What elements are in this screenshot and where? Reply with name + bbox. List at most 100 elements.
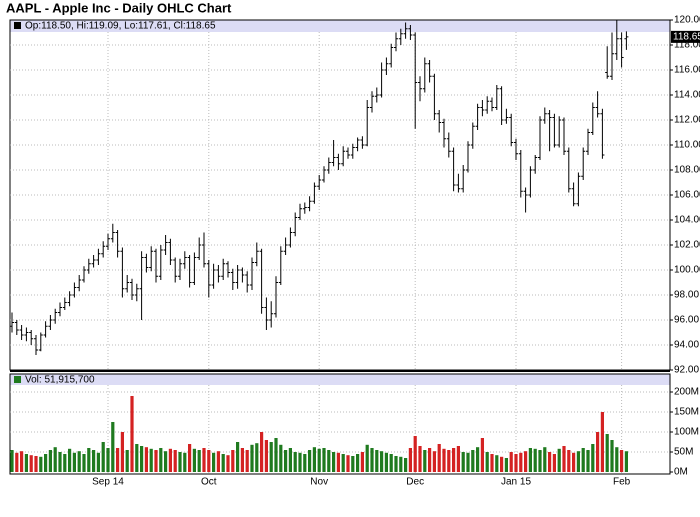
volume-panel-frame — [9, 373, 671, 475]
volume-bar — [490, 454, 494, 472]
volume-bar — [509, 452, 513, 472]
y-tick-label: 98.00 — [674, 290, 699, 301]
volume-bar — [279, 444, 283, 472]
volume-bar — [96, 452, 100, 472]
volume-bar — [466, 452, 470, 472]
volume-bar — [159, 448, 163, 472]
last-price-box — [671, 30, 700, 43]
y-tick-label: 96.00 — [674, 315, 699, 326]
volume-bar — [327, 450, 331, 472]
volume-bar — [365, 444, 369, 472]
volume-bar — [591, 444, 595, 472]
volume-bar — [615, 447, 619, 472]
volume-bar — [408, 448, 412, 472]
volume-bar — [20, 451, 24, 472]
volume-bar — [298, 452, 302, 472]
volume-bar — [384, 452, 388, 472]
volume-bar — [576, 451, 580, 472]
volume-bar — [543, 447, 547, 472]
volume-bar — [58, 452, 62, 472]
volume-bar — [101, 442, 105, 472]
legend-swatch — [14, 22, 21, 29]
volume-legend: Vol: 51,915,700 — [25, 375, 95, 386]
y-tick-label: 102.00 — [674, 240, 700, 251]
volume-bar — [519, 452, 523, 472]
volume-bar — [116, 448, 120, 472]
y-tick-label: 118.00 — [674, 40, 700, 51]
volume-bar — [77, 451, 81, 472]
volume-bar — [106, 448, 110, 472]
volume-bar — [399, 456, 403, 472]
volume-bar — [188, 444, 192, 472]
volume-bar — [370, 448, 374, 472]
y-tick-label: 150M — [674, 407, 699, 418]
y-tick-label: 94.00 — [674, 340, 699, 351]
volume-bar — [111, 422, 115, 472]
volume-bar — [53, 447, 57, 472]
volume-bar — [68, 448, 72, 472]
volume-bar — [120, 432, 124, 472]
volume-bar — [63, 454, 67, 472]
volume-bar — [207, 450, 211, 472]
volume-bar — [29, 455, 33, 472]
y-tick-label: 110.00 — [674, 140, 700, 151]
volume-bar — [336, 452, 340, 472]
volume-bar — [447, 450, 451, 472]
last-price-label: 118.65 — [673, 32, 700, 43]
volume-bar — [140, 446, 144, 472]
volume-bar — [236, 442, 240, 472]
volume-bar — [48, 450, 52, 472]
y-tick-label: 108.00 — [674, 165, 700, 176]
y-tick-label: 114.00 — [674, 90, 700, 101]
volume-bar — [394, 456, 398, 472]
volume-bar — [346, 455, 350, 472]
volume-bar — [39, 456, 43, 472]
volume-bar — [524, 451, 528, 472]
volume-bar — [476, 447, 480, 472]
volume-bar — [164, 451, 168, 472]
y-tick-label: 100M — [674, 427, 699, 438]
volume-bar — [432, 451, 436, 472]
volume-bar — [480, 438, 484, 472]
volume-bar — [192, 448, 196, 472]
volume-bar — [15, 452, 19, 472]
volume-bar — [442, 448, 446, 472]
volume-bar — [596, 432, 600, 472]
y-tick-label: 106.00 — [674, 190, 700, 201]
volume-bar — [418, 446, 422, 472]
volume-bar — [284, 450, 288, 472]
volume-bar — [548, 452, 552, 472]
x-tick-label: Jan 15 — [501, 477, 531, 488]
volume-legend-band — [10, 374, 670, 385]
volume-bar — [404, 458, 408, 472]
volume-bar — [514, 454, 518, 472]
volume-bar — [605, 434, 609, 472]
volume-bar — [240, 448, 244, 472]
x-tick-label: Sep 14 — [92, 477, 124, 488]
volume-bar — [149, 448, 153, 472]
volume-bar — [557, 448, 561, 472]
volume-bar — [620, 450, 624, 472]
volume-bar — [562, 446, 566, 472]
ohlc-legend: Op:118.50, Hi:119.09, Lo:117.61, Cl:118.… — [25, 21, 216, 32]
volume-bar — [10, 450, 14, 472]
volume-bar — [461, 452, 465, 472]
volume-swatch — [14, 376, 21, 383]
volume-bar — [264, 440, 268, 472]
volume-bar — [428, 448, 432, 472]
volume-bar — [144, 447, 148, 472]
volume-bar — [44, 454, 48, 472]
volume-bar — [308, 450, 312, 472]
volume-bar — [92, 450, 96, 472]
y-tick-label: 112.00 — [674, 115, 700, 126]
volume-bar — [178, 452, 182, 472]
volume-bar — [610, 440, 614, 472]
volume-bar — [293, 452, 297, 472]
x-tick-label: Dec — [406, 477, 424, 488]
y-tick-label: 92.00 — [674, 365, 699, 376]
volume-bar — [312, 447, 316, 472]
volume-bar — [538, 450, 542, 472]
volume-bar — [495, 455, 499, 472]
volume-bar — [356, 454, 360, 472]
